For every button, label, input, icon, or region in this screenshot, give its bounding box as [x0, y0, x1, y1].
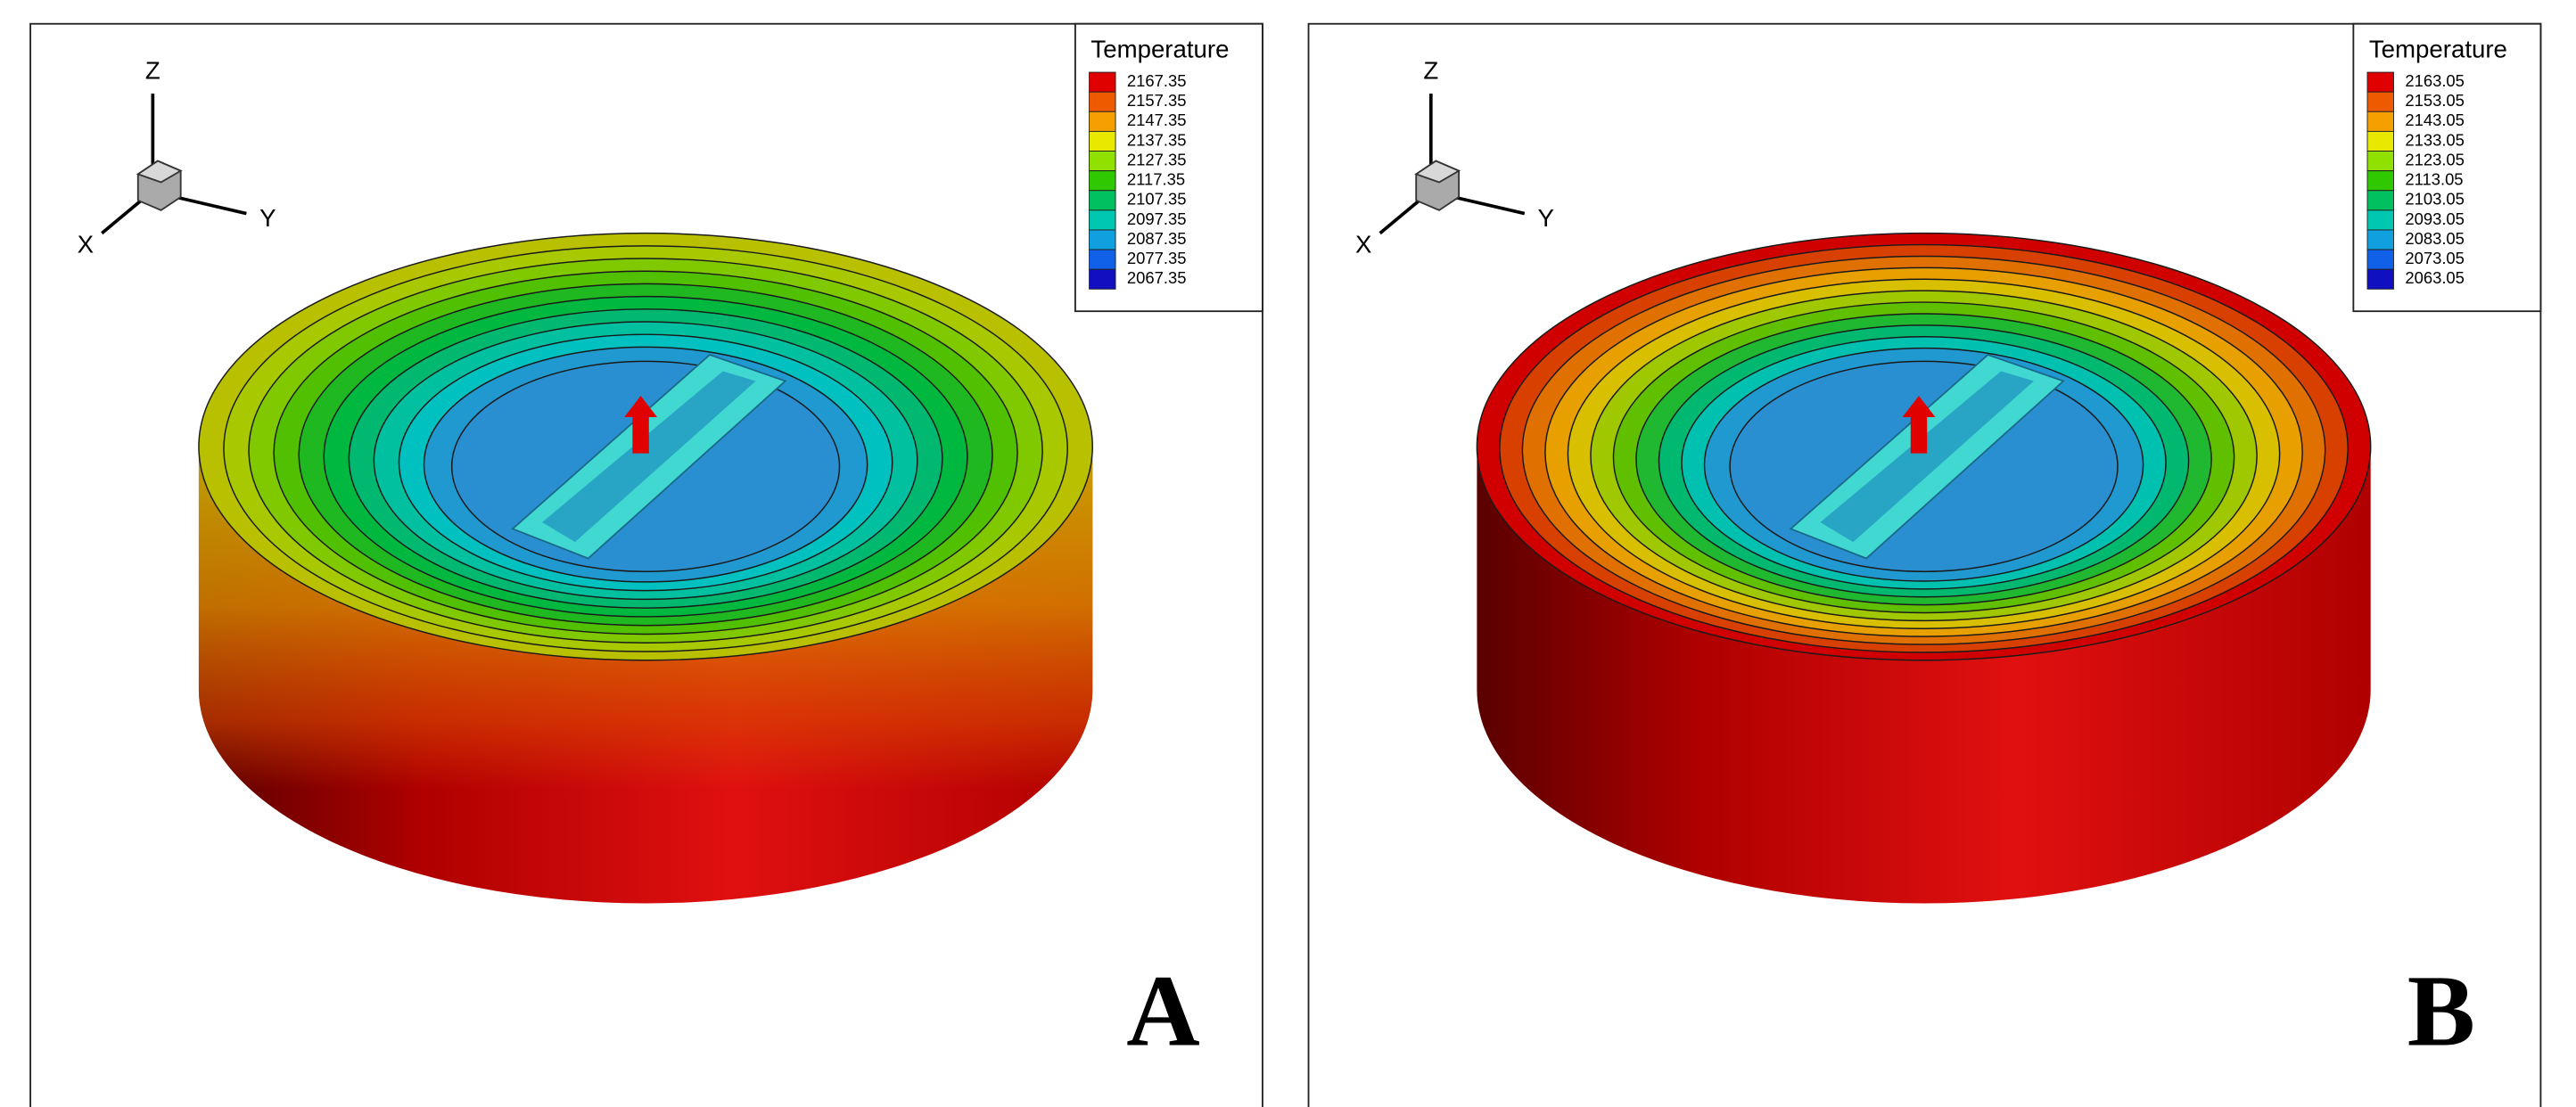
legend-swatch [2367, 269, 2393, 289]
legend-title: Temperature [2369, 35, 2507, 62]
legend-label: 2153.05 [2405, 91, 2465, 110]
legend-swatch [1090, 210, 1115, 230]
legend-swatch [1090, 269, 1115, 289]
axis-y [176, 197, 246, 213]
axis-label-x: X [1355, 231, 1371, 258]
axis-x [102, 201, 141, 234]
legend-label: 2113.05 [2405, 170, 2463, 189]
legend-label: 2093.05 [2405, 209, 2465, 228]
legend-swatch [2367, 210, 2393, 230]
legend-label: 2073.05 [2405, 249, 2465, 267]
legend-label: 2167.35 [1127, 71, 1187, 90]
legend-swatch [1090, 230, 1115, 250]
legend-label: 2097.35 [1127, 209, 1187, 228]
legend-label: 2083.05 [2405, 229, 2465, 248]
legend-swatch [1090, 191, 1115, 210]
legend-swatch [2367, 191, 2393, 210]
axis-label-y: Y [1538, 204, 1554, 232]
legend-title: Temperature [1090, 35, 1229, 62]
legend-swatch [2367, 92, 2393, 111]
legend-label: 2147.35 [1127, 111, 1187, 129]
legend-label: 2103.05 [2405, 190, 2465, 209]
legend-label: 2163.05 [2405, 71, 2465, 90]
legend-label: 2063.05 [2405, 268, 2465, 287]
legend-swatch [2367, 131, 2393, 151]
panel-label: B [2407, 954, 2475, 1067]
legend-label: 2067.35 [1127, 268, 1187, 287]
axis-label-x: X [78, 231, 94, 258]
axis-triad [102, 94, 246, 234]
legend-swatch [1090, 152, 1115, 171]
legend-label: 2127.35 [1127, 150, 1187, 168]
legend-label: 2133.05 [2405, 130, 2465, 149]
legend-swatch [2367, 230, 2393, 250]
legend-swatch [2367, 152, 2393, 171]
panel: Z Y X Temperature 2163.052153.052143.052133.… [1309, 24, 2541, 1107]
axis-triad [1380, 94, 1525, 234]
panel-label: A [1126, 954, 1199, 1067]
legend-label: 2107.35 [1127, 190, 1187, 209]
legend-label: 2077.35 [1127, 249, 1187, 267]
legend-label: 2117.35 [1127, 170, 1185, 189]
axis-x [1380, 201, 1420, 234]
legend-swatch [1090, 171, 1115, 191]
legend-label: 2143.05 [2405, 111, 2465, 129]
legend-swatch [1090, 92, 1115, 111]
axis-label-z: Z [145, 56, 160, 84]
legend-swatch [1090, 250, 1115, 269]
legend-swatch [1090, 111, 1115, 131]
legend-swatch [2367, 72, 2393, 92]
legend-swatch [1090, 131, 1115, 151]
axis-label-z: Z [1423, 56, 1438, 84]
legend-swatch [2367, 250, 2393, 269]
legend-label: 2157.35 [1127, 91, 1187, 110]
legend-label: 2123.05 [2405, 150, 2465, 168]
axis-y [1454, 197, 1525, 213]
legend-label: 2087.35 [1127, 229, 1187, 248]
legend-swatch [2367, 111, 2393, 131]
legend-swatch [1090, 72, 1115, 92]
legend-swatch [2367, 171, 2393, 191]
panel: Z Y X Temperature 2167.352157.352147.352137.… [30, 24, 1263, 1107]
legend-label: 2137.35 [1127, 130, 1187, 149]
figure: Z Y X Temperature 2167.352157.352147.352137.… [0, 0, 2576, 1107]
axis-label-y: Y [259, 204, 276, 232]
